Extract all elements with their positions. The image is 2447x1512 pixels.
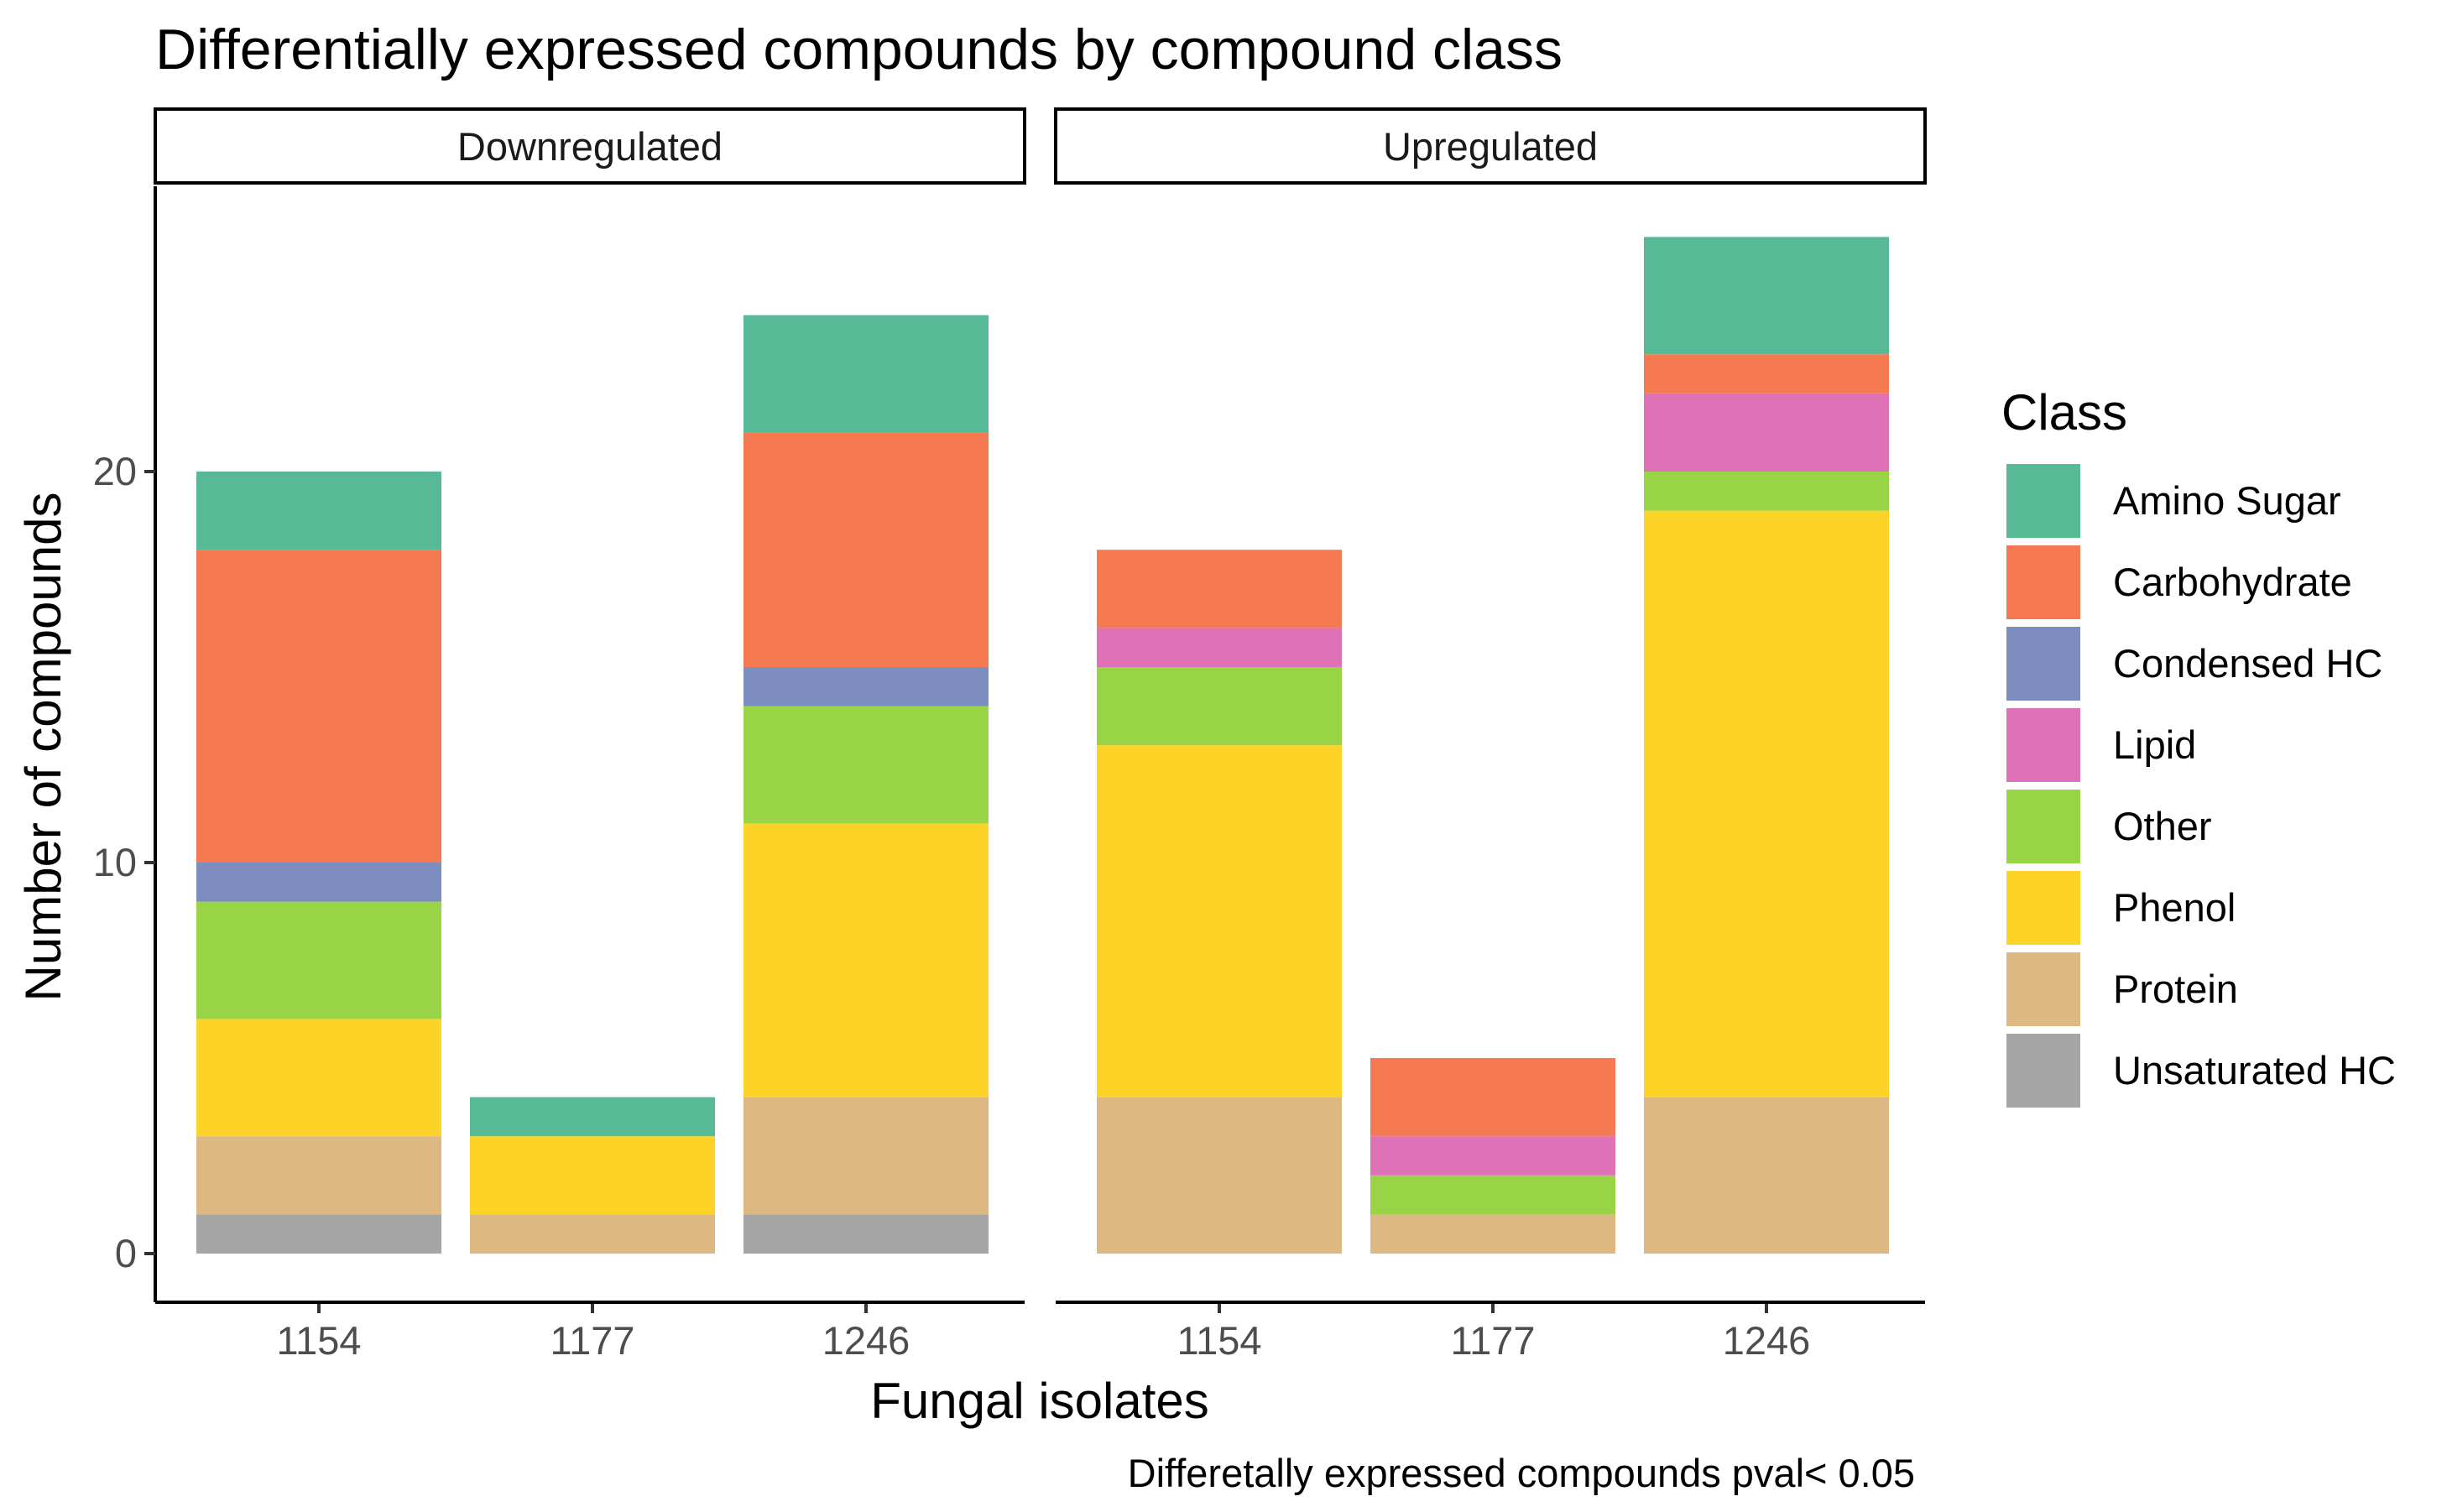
bar-segment-downregulated-1246-condensed-hc [743, 667, 989, 706]
bar-segment-downregulated-1246-unsaturated-hc [743, 1214, 989, 1254]
legend-key-lipid [2006, 708, 2080, 782]
legend-label-amino-sugar: Amino Sugar [2113, 478, 2341, 523]
x-tick-label: 1154 [276, 1318, 361, 1363]
bar-segment-upregulated-1246-lipid [1644, 393, 1889, 472]
x-tick-label: 1246 [822, 1318, 910, 1363]
legend-label-protein: Protein [2113, 967, 2238, 1011]
y-tick-label: 0 [115, 1231, 137, 1275]
bar-segment-downregulated-1246-amino-sugar [743, 315, 989, 433]
y-axis: 0 10 20 [93, 186, 157, 1302]
facet-panels: Downregulated 1154 1177 1246 Upregulated 1154… [154, 107, 1927, 1363]
legend-label-carbohydrate: Carbohydrate [2113, 560, 2352, 604]
bar-segment-downregulated-1246-carbohydrate [743, 432, 989, 667]
bar-segment-downregulated-1154-phenol [196, 1019, 441, 1137]
bar-segment-upregulated-1154-other [1097, 667, 1342, 746]
bar-segment-upregulated-1246-carbohydrate [1644, 354, 1889, 394]
legend-label-lipid: Lipid [2113, 722, 2196, 767]
bar-segment-upregulated-1154-phenol [1097, 745, 1342, 1098]
y-axis-title: Number of compounds [15, 493, 71, 1002]
chart-caption: Differetally expressed compounds pval< 0… [1128, 1451, 1915, 1495]
bar-segment-upregulated-1246-protein [1644, 1097, 1889, 1254]
x-tick-label: 1246 [1723, 1318, 1811, 1363]
bar-segment-downregulated-1154-unsaturated-hc [196, 1214, 441, 1254]
facet-strip [154, 107, 1026, 185]
legend-label-other: Other [2113, 804, 2212, 848]
bar-segment-upregulated-1246-amino-sugar [1644, 237, 1889, 355]
bar-segment-downregulated-1154-protein [196, 1136, 441, 1215]
bar-segment-downregulated-1154-carbohydrate [196, 550, 441, 863]
legend-key-other [2006, 790, 2080, 863]
bar-segment-upregulated-1246-phenol [1644, 510, 1889, 1098]
x-tick-label: 1177 [1450, 1318, 1535, 1363]
y-tick-label: 10 [93, 840, 137, 884]
bar-segment-downregulated-1246-protein [743, 1097, 989, 1215]
bar-segment-upregulated-1246-other [1644, 472, 1889, 511]
bar-segment-upregulated-1177-lipid [1370, 1136, 1615, 1176]
bar-segment-downregulated-1177-protein [470, 1214, 715, 1254]
legend-key-condensed-hc [2006, 627, 2080, 701]
legend-key-phenol [2006, 871, 2080, 945]
legend-key-protein [2006, 952, 2080, 1026]
bar-segment-downregulated-1246-phenol [743, 823, 989, 1098]
bar-segment-downregulated-1177-amino-sugar [470, 1097, 715, 1137]
facet-downregulated: Downregulated 1154 1177 1246 [154, 107, 1026, 1363]
bar-segment-upregulated-1177-other [1370, 1175, 1615, 1215]
bar-segment-upregulated-1177-protein [1370, 1214, 1615, 1254]
legend-title: Class [2001, 384, 2127, 441]
x-tick-label: 1177 [550, 1318, 634, 1363]
bar-segment-upregulated-1154-protein [1097, 1097, 1342, 1254]
x-tick-label: 1154 [1177, 1318, 1261, 1363]
facet-upregulated: Upregulated 1154 1177 1246 [1054, 107, 1927, 1363]
bar-segment-downregulated-1154-other [196, 901, 441, 1019]
bar-segment-downregulated-1246-other [743, 706, 989, 824]
bar-segment-downregulated-1154-amino-sugar [196, 472, 441, 550]
x-axis-title: Fungal isolates [870, 1373, 1209, 1429]
legend-label-unsaturated-hc: Unsaturated HC [2113, 1048, 2396, 1092]
chart-title: Differentially expressed compounds by co… [155, 18, 1563, 81]
facet-strip-label: Downregulated [457, 124, 723, 169]
y-tick-label: 20 [93, 449, 137, 493]
bar-segment-upregulated-1154-lipid [1097, 628, 1342, 667]
bar-segment-upregulated-1177-carbohydrate [1370, 1058, 1615, 1137]
bar-segment-upregulated-1154-carbohydrate [1097, 550, 1342, 628]
facet-strip [1054, 107, 1927, 185]
bar-segment-downregulated-1154-condensed-hc [196, 863, 441, 902]
bar-segment-downregulated-1177-phenol [470, 1136, 715, 1215]
legend: Class Amino Sugar Carbohydrate Condensed H… [2001, 384, 2396, 1108]
legend-key-amino-sugar [2006, 464, 2080, 538]
facet-strip-label: Upregulated [1383, 124, 1598, 169]
legend-label-phenol: Phenol [2113, 885, 2236, 930]
legend-key-carbohydrate [2006, 545, 2080, 619]
legend-label-condensed-hc: Condensed HC [2113, 641, 2382, 686]
legend-key-unsaturated-hc [2006, 1034, 2080, 1108]
